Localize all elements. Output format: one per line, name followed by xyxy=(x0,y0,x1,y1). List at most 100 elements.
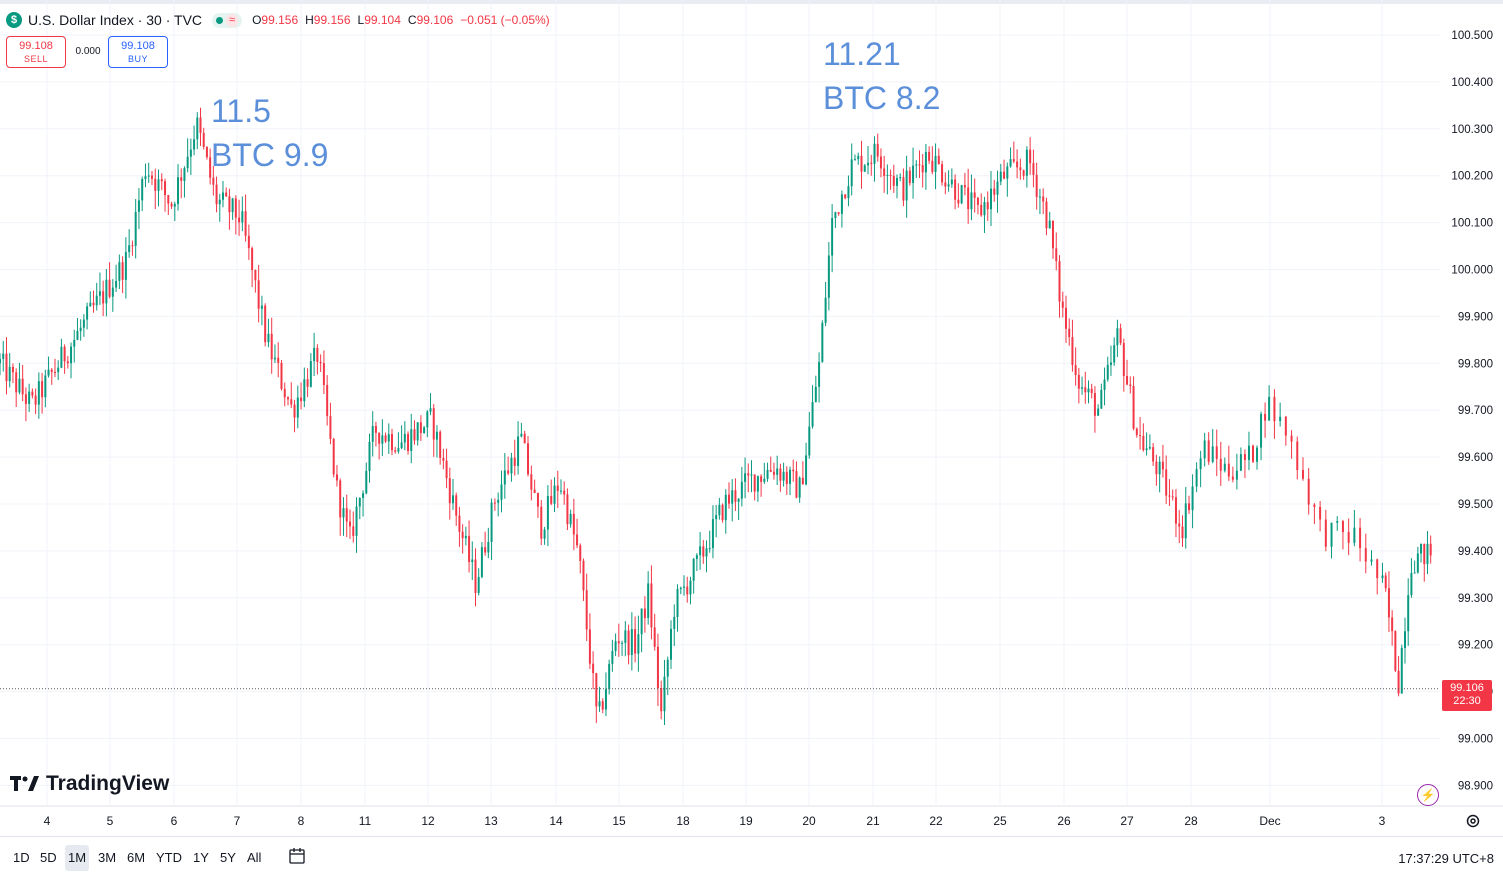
candle-body xyxy=(193,139,196,150)
range-button-6m[interactable]: 6M xyxy=(127,850,146,865)
candle-body xyxy=(879,156,882,169)
candle-body xyxy=(28,391,31,404)
x-tick-label: 20 xyxy=(802,814,816,828)
market-open-dot-icon xyxy=(216,16,224,24)
candle-body xyxy=(464,535,467,539)
candle-body xyxy=(970,192,973,210)
range-button-3m[interactable]: 3M xyxy=(98,850,117,865)
range-button-5d[interactable]: 5D xyxy=(40,850,57,865)
candle-body xyxy=(228,196,231,213)
candle-body xyxy=(683,586,686,588)
candle-body xyxy=(170,203,173,207)
sell-button[interactable]: 99.108 SELL xyxy=(6,36,66,68)
candle-body xyxy=(569,513,572,525)
gear-icon[interactable] xyxy=(1465,813,1481,829)
candle-body xyxy=(212,177,215,185)
close-value: 99.106 xyxy=(416,13,454,27)
candle-body xyxy=(870,162,873,164)
candle-body xyxy=(656,646,659,689)
candle-body xyxy=(21,378,24,395)
candle-body xyxy=(413,429,416,441)
buy-button[interactable]: 99.108 BUY xyxy=(108,36,168,68)
candle-body xyxy=(721,504,724,521)
candle-body xyxy=(808,426,811,456)
candle-body xyxy=(653,627,656,647)
candle-body xyxy=(105,279,108,304)
tradingview-logo[interactable]: TradingView xyxy=(10,772,169,796)
candle-body xyxy=(186,156,189,169)
symbol-title[interactable]: U.S. Dollar Index · 30 · TVC xyxy=(28,12,203,28)
candle-body xyxy=(954,179,957,200)
candle-body xyxy=(818,361,821,387)
utc-clock[interactable]: 17:37:29 UTC+8 xyxy=(1398,851,1494,866)
candle-body xyxy=(737,498,740,502)
candle-body xyxy=(1025,149,1028,176)
candle-body xyxy=(840,194,843,214)
market-status-pill[interactable]: ≈ xyxy=(212,12,243,28)
candle-body xyxy=(79,327,82,332)
candle-body xyxy=(766,469,769,479)
candle-body xyxy=(1038,196,1041,198)
candle-body xyxy=(394,450,397,452)
candle-body xyxy=(432,408,435,440)
x-tick-label: 18 xyxy=(676,814,690,828)
candle-body xyxy=(439,431,442,458)
candle-body xyxy=(1032,163,1035,175)
candle-body xyxy=(747,473,750,476)
candle-body xyxy=(805,455,808,485)
candle-body xyxy=(1148,447,1151,449)
candle-body xyxy=(374,425,377,433)
candle-body xyxy=(673,617,676,629)
candle-body xyxy=(95,295,98,306)
candle-body xyxy=(280,362,283,389)
range-button-ytd[interactable]: YTD xyxy=(156,850,182,865)
candle-body xyxy=(976,197,979,205)
candle-body xyxy=(1129,384,1132,387)
candle-body xyxy=(760,476,763,482)
candle-body xyxy=(937,155,940,165)
candle-body xyxy=(378,432,381,444)
candle-body xyxy=(426,411,429,428)
candle-body xyxy=(202,132,205,147)
candle-body xyxy=(950,179,953,185)
candle-body xyxy=(264,305,267,343)
candle-body xyxy=(1391,617,1394,632)
candle-body xyxy=(892,175,895,186)
candle-body xyxy=(141,179,144,201)
candle-body xyxy=(1100,389,1103,409)
calendar-icon[interactable] xyxy=(288,847,306,865)
candle-body xyxy=(792,469,795,472)
candle-body xyxy=(1407,595,1410,632)
range-button-1y[interactable]: 1Y xyxy=(193,850,209,865)
candle-body xyxy=(1135,428,1138,436)
candle-body xyxy=(164,181,167,196)
candle-body xyxy=(1330,522,1333,547)
candle-body xyxy=(24,394,27,404)
candle-body xyxy=(480,547,483,577)
candle-body xyxy=(231,198,234,213)
candle-body xyxy=(834,212,837,219)
candle-body xyxy=(335,474,338,481)
candle-body xyxy=(750,474,753,476)
candle-body xyxy=(121,262,124,280)
candle-body xyxy=(183,168,186,181)
candle-body xyxy=(128,245,131,253)
candle-body xyxy=(889,175,892,177)
candle-body xyxy=(390,434,393,451)
candle-body xyxy=(1207,440,1210,462)
candle-body xyxy=(410,429,413,451)
candle-body xyxy=(847,186,850,199)
range-button-all[interactable]: All xyxy=(247,850,262,865)
range-button-1d[interactable]: 1D xyxy=(13,850,30,865)
candle-body xyxy=(1231,476,1234,480)
candle-body xyxy=(1279,416,1282,422)
candle-body xyxy=(614,641,617,652)
candle-body xyxy=(1152,447,1155,462)
range-button-1m[interactable]: 1M xyxy=(65,845,90,871)
bolt-icon[interactable]: ⚡ xyxy=(1417,784,1439,806)
range-button-5y[interactable]: 5Y xyxy=(220,850,236,865)
candle-body xyxy=(293,404,296,418)
wave-icon: ≈ xyxy=(226,13,239,27)
candle-body xyxy=(576,534,579,546)
